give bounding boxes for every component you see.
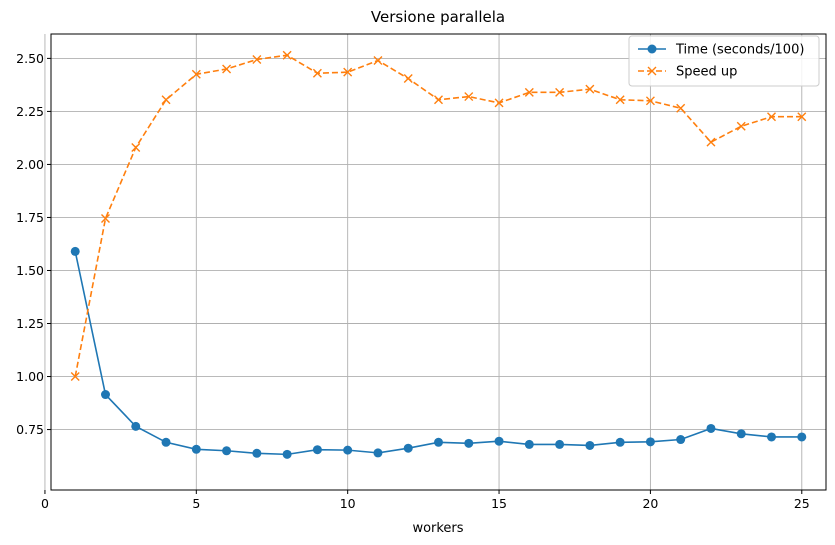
data-point-speedup [191,69,201,79]
x-tick-label: 0 [41,496,49,511]
y-tick-label: 1.25 [16,316,44,331]
data-point-time [615,437,625,447]
data-point-speedup [797,112,807,122]
data-point-speedup [585,84,595,94]
y-tick-label: 1.00 [16,369,44,384]
legend-label-time: Time (seconds/100) [675,43,804,58]
x-tick-label: 25 [794,496,810,511]
data-point-time [676,435,686,445]
data-point-time [555,439,565,449]
data-point-speedup [70,372,80,382]
x-tick-label: 15 [491,496,507,511]
y-tick-label: 2.00 [16,157,44,172]
data-point-time [797,432,807,442]
data-point-speedup [131,142,141,152]
data-point-speedup [100,214,110,224]
data-point-speedup [464,92,474,102]
data-point-speedup [494,98,504,108]
data-point-speedup [282,50,292,60]
legend: Time (seconds/100) Speed up [628,35,820,87]
data-point-time [434,437,443,447]
y-tick-label: 2.50 [16,51,44,66]
data-point-time [131,421,141,431]
data-point-time [464,438,474,448]
data-point-time [403,443,413,453]
data-point-time [343,445,353,455]
series-line-speedup [74,54,802,377]
data-point-time [373,448,383,458]
data-point-speedup [222,64,232,74]
plot-frame [50,33,827,491]
data-point-time [494,436,504,446]
data-point-speedup [676,103,686,113]
data-point-speedup [706,137,716,147]
data-point-time [161,437,171,447]
x-axis: 0 5 10 15 20 25 [41,490,810,511]
data-point-time [524,439,534,449]
data-point-time [312,445,322,455]
data-point-time [645,437,655,447]
data-point-speedup [524,87,534,97]
data-point-speedup [373,56,383,66]
data-point-speedup [403,74,413,84]
data-point-time [222,446,232,456]
legend-box [628,35,820,87]
series-layer [70,50,807,459]
data-point-speedup [252,54,262,64]
data-point-time [100,390,110,400]
data-point-speedup [645,96,655,106]
data-point-time [736,429,746,439]
x-tick-label: 20 [642,496,658,511]
data-point-time [70,246,80,256]
chart-title: Versione parallela [371,8,505,26]
y-tick-label: 1.50 [16,263,44,278]
data-point-speedup [767,112,777,122]
data-point-speedup [736,121,746,131]
data-point-speedup [343,67,353,77]
data-point-speedup [161,95,171,105]
data-point-speedup [555,87,565,97]
data-point-time [282,449,292,459]
x-tick-label: 5 [192,496,200,511]
x-tick-label: 10 [340,496,356,511]
legend-marker-speedup [647,66,657,76]
x-axis-label: workers [412,521,463,536]
y-tick-label: 2.25 [16,104,44,119]
y-tick-label: 1.75 [16,210,44,225]
data-point-time [585,440,595,450]
series-line-time [74,251,802,456]
data-point-time [191,444,201,454]
legend-label-speedup: Speed up [676,65,737,80]
y-tick-label: 0.75 [16,422,44,437]
data-point-time [252,448,262,458]
y-axis: 0.75 1.00 1.25 1.50 1.75 2.00 2.25 2.50 [16,51,51,437]
data-point-time [767,432,777,442]
data-point-speedup [312,68,322,78]
data-point-speedup [615,95,625,105]
data-point-speedup [434,95,443,105]
legend-marker-time [647,44,657,54]
data-point-time [706,423,716,433]
